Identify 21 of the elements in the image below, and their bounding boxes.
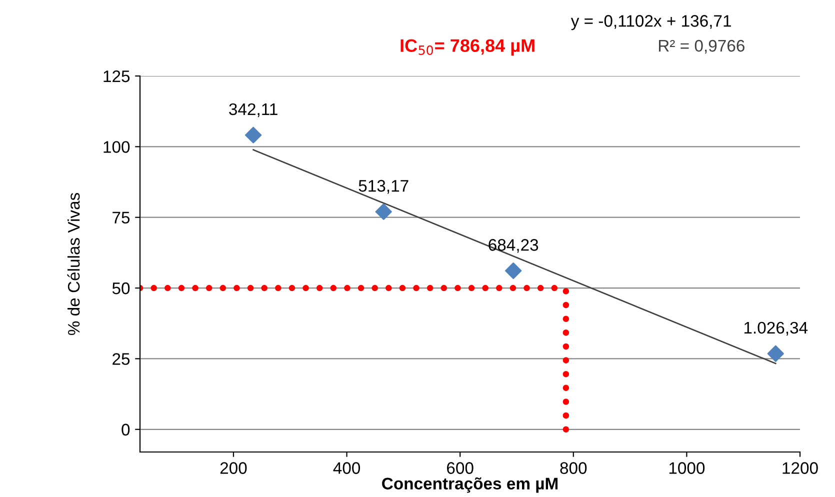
annotation: 513,17 (358, 180, 408, 194)
y-tick-label: 125 (104, 70, 130, 82)
x-tick-label: 800 (560, 462, 587, 474)
text: IC$_{50}$= 786,84 µM (400, 39, 534, 56)
annotation: 342,11 (229, 103, 278, 118)
y-tick-label: 75 (112, 212, 130, 224)
y-axis-title: % de Células Vivas (67, 192, 80, 336)
y-tick-label: 0 (122, 424, 130, 436)
x-axis-title: Concentrações em µM (382, 477, 558, 493)
annotation: 1.026,34 (744, 322, 808, 336)
annotation: 684,23 (488, 239, 538, 253)
x-tick-label: 200 (220, 462, 247, 474)
x-tick-label: 600 (447, 462, 474, 474)
y-tick-label: 100 (104, 141, 130, 153)
x-tick-label: 400 (333, 462, 360, 474)
text: R² = 0,9766 (658, 40, 744, 54)
text: y = -0,1102x + 136,71 (570, 15, 731, 30)
x-tick-label: 1200 (782, 462, 818, 474)
x-tick-label: 1000 (669, 462, 705, 474)
y-tick-label: 50 (112, 282, 130, 294)
y-tick-label: 25 (112, 353, 130, 365)
